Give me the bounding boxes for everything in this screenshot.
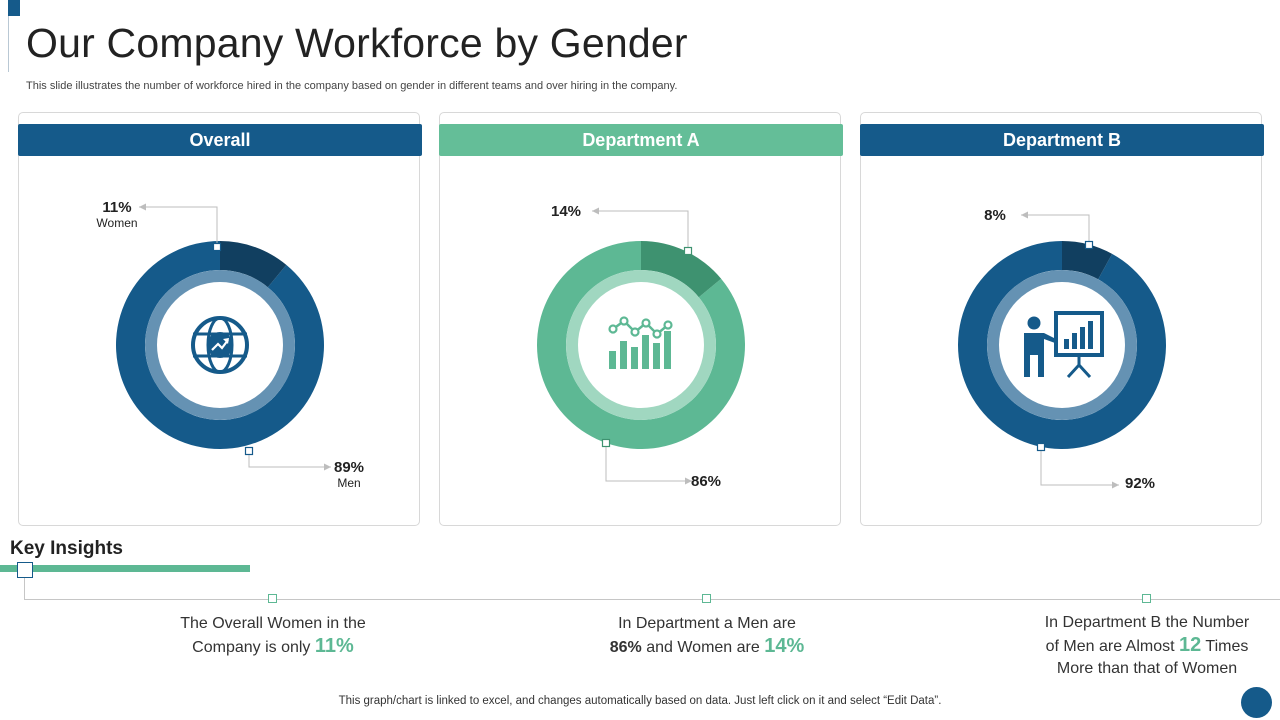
footer-note: This graph/chart is linked to excel, and… xyxy=(338,695,942,707)
label-women-overall: 11% Women xyxy=(96,199,138,230)
label-men-department-b: 92% xyxy=(1124,475,1156,492)
leader-arrow-major xyxy=(1112,481,1119,489)
chart-panel-department-a[interactable]: Department A 14% 86% xyxy=(439,112,843,527)
donut-slice-women xyxy=(220,241,287,288)
panel-header-department-a: Department A xyxy=(439,124,843,156)
leader-anchor-minor xyxy=(212,242,222,252)
donut-slice-women xyxy=(641,241,722,298)
panel-header-department-b: Department B xyxy=(860,124,1264,156)
page-subtitle: This slide illustrates the number of wor… xyxy=(26,80,678,92)
timeline-connector xyxy=(24,578,25,599)
leader-anchor-major xyxy=(601,438,611,448)
leader-arrow-major xyxy=(685,477,692,485)
leader-arrow-minor xyxy=(592,207,599,215)
donut-slice-women xyxy=(1062,241,1113,280)
page-title: Our Company Workforce by Gender xyxy=(26,20,688,66)
key-insights-bar xyxy=(0,565,250,572)
timeline-node-1 xyxy=(268,594,277,603)
leader-line-minor xyxy=(139,206,218,247)
leader-arrow-major xyxy=(324,463,331,471)
key-insights-marker xyxy=(17,562,33,578)
leader-anchor-minor xyxy=(683,246,693,256)
label-women-department-b: 8% xyxy=(984,207,1006,224)
leader-line-major xyxy=(605,443,692,482)
corner-decoration xyxy=(1241,687,1272,718)
timeline-line xyxy=(24,599,1280,600)
leader-line-minor xyxy=(1021,214,1090,245)
insight-overall: The Overall Women in the Company is only… xyxy=(180,615,366,657)
panel-header-overall: Overall xyxy=(18,124,422,156)
leader-arrow-minor xyxy=(139,203,146,211)
donut-chart-overall[interactable] xyxy=(19,113,421,527)
key-insights-title: Key Insights xyxy=(10,538,123,559)
donut-core xyxy=(999,282,1125,408)
donut-core xyxy=(578,282,704,408)
title-accent-line xyxy=(8,16,9,72)
leader-anchor-major xyxy=(1036,442,1046,452)
label-men-overall: 89% Men xyxy=(333,459,365,490)
leader-anchor-minor xyxy=(1084,240,1094,250)
leader-line-minor xyxy=(592,210,689,251)
donut-chart-department-a[interactable] xyxy=(440,113,842,527)
bar-chart-trend-icon xyxy=(608,316,673,369)
timeline-node-2 xyxy=(702,594,711,603)
chart-panel-department-b[interactable]: Department B 8% 92% xyxy=(860,112,1264,527)
presenter-board-icon xyxy=(1024,311,1104,379)
insight-department-a: In Department a Men are 86% and Women ar… xyxy=(609,615,805,657)
globe-trend-icon xyxy=(191,316,249,374)
leader-arrow-minor xyxy=(1021,211,1028,219)
title-accent-block xyxy=(8,0,20,16)
leader-line-major xyxy=(1040,447,1119,486)
timeline-node-3 xyxy=(1142,594,1151,603)
label-women-department-a: 14% xyxy=(550,203,582,220)
leader-line-major xyxy=(248,451,331,468)
leader-anchor-major xyxy=(244,446,254,456)
chart-panel-overall[interactable]: Overall 11% Women 89% Men xyxy=(18,112,422,527)
insight-department-b: In Department B the Number of Men are Al… xyxy=(1044,614,1250,677)
label-men-department-a: 86% xyxy=(690,473,722,490)
donut-chart-department-b[interactable] xyxy=(861,113,1263,527)
